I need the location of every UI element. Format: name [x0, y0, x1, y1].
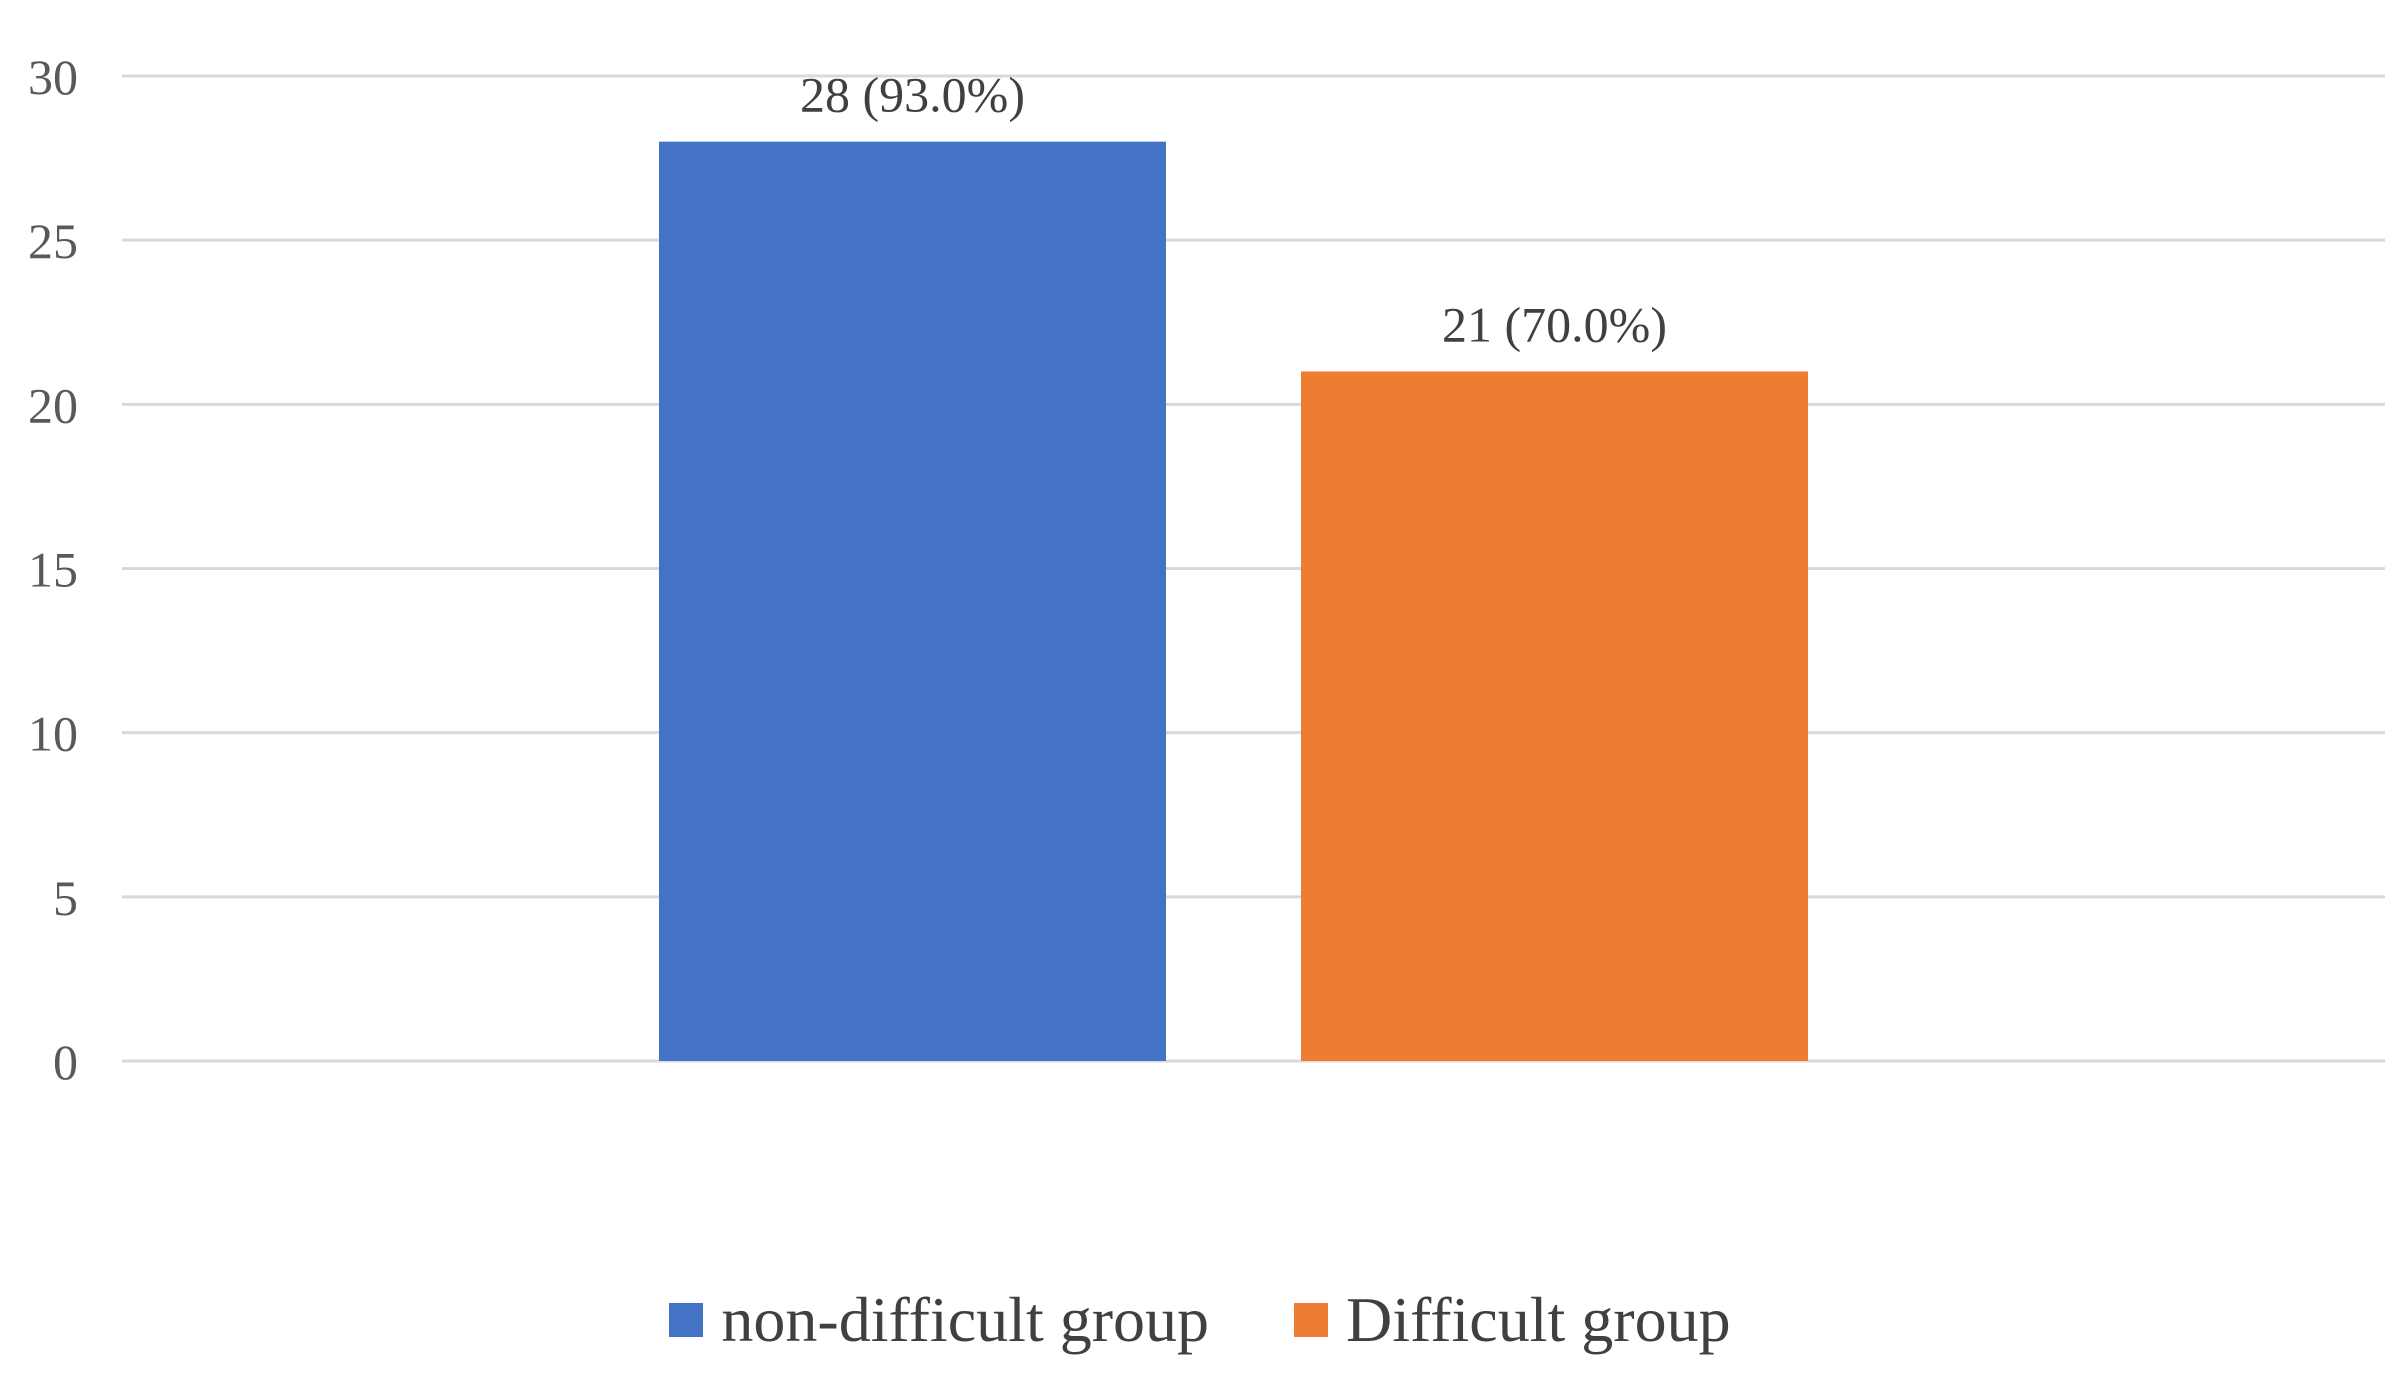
legend-swatch-difficult-group — [1294, 1303, 1329, 1337]
y-tick-label: 20 — [28, 377, 78, 433]
y-tick-label: 5 — [53, 870, 78, 926]
y-tick-label: 10 — [28, 706, 78, 762]
bar-non-difficult-group — [659, 141, 1166, 1061]
data-labels: 28 (93.0%) 21 (70.0%) — [800, 67, 1667, 353]
y-tick-label: 25 — [28, 213, 78, 269]
bar-difficult-group — [1301, 371, 1808, 1061]
legend-label-non-difficult-group: non-difficult group — [721, 1284, 1210, 1355]
bars — [659, 141, 1808, 1061]
y-tick-label: 30 — [28, 49, 78, 105]
legend-item-non-difficult-group: non-difficult group — [669, 1283, 1209, 1357]
y-tick-label: 15 — [28, 542, 78, 598]
y-axis-tick-labels: 0 5 10 15 20 25 30 — [28, 49, 78, 1090]
legend-item-difficult-group: Difficult group — [1294, 1283, 1731, 1357]
y-tick-label: 0 — [53, 1034, 78, 1090]
data-label: 28 (93.0%) — [800, 67, 1025, 123]
gridlines — [122, 74, 2385, 1063]
legend: non-difficult group Difficult group — [0, 1275, 2400, 1365]
legend-label-difficult-group: Difficult group — [1346, 1284, 1731, 1355]
legend-swatch-non-difficult-group — [669, 1303, 704, 1337]
data-label: 21 (70.0%) — [1442, 297, 1667, 353]
